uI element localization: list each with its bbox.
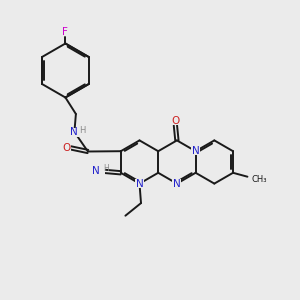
Bar <box>172 179 182 188</box>
Text: O: O <box>62 143 70 153</box>
Bar <box>62 144 71 152</box>
Bar <box>135 179 144 188</box>
Text: O: O <box>171 116 179 126</box>
Text: N: N <box>70 127 78 137</box>
Text: N: N <box>192 146 200 156</box>
Text: H: H <box>80 126 86 135</box>
Bar <box>91 167 105 176</box>
Bar <box>191 147 200 155</box>
Text: H: H <box>103 164 109 173</box>
Text: CH₃: CH₃ <box>252 175 267 184</box>
Bar <box>70 128 84 136</box>
Text: N: N <box>173 178 181 189</box>
Text: F: F <box>62 27 68 37</box>
Text: N: N <box>92 166 100 176</box>
Bar <box>171 116 180 125</box>
Text: N: N <box>136 178 143 189</box>
